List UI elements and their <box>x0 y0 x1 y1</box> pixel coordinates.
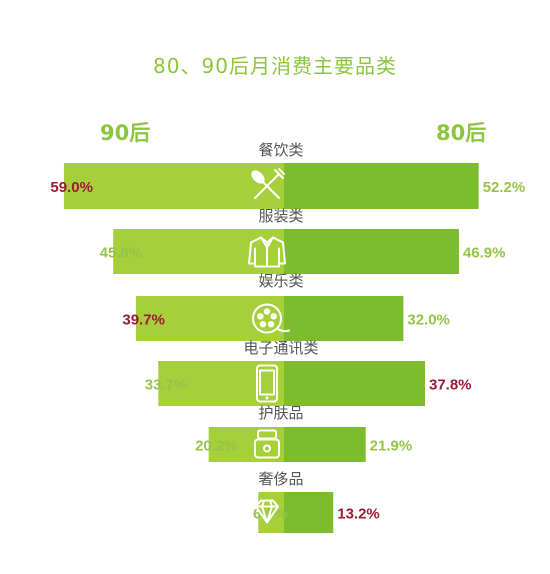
phone-icon <box>256 364 278 403</box>
bar-80s <box>284 361 425 406</box>
value-label-90s: 59.0% <box>50 179 93 196</box>
value-label-80s: 13.2% <box>337 506 380 523</box>
bar-80s <box>284 229 459 274</box>
fork-knife-icon <box>251 168 285 199</box>
bar-80s <box>284 427 366 462</box>
value-label-90s: 45.8% <box>100 245 143 262</box>
shirt-icon <box>248 236 286 268</box>
series-label-90s: 90后 <box>100 121 151 145</box>
value-label-90s: 20.2% <box>195 438 238 455</box>
category-label: 护肤品 <box>258 404 303 422</box>
bar-80s <box>284 163 479 209</box>
cream-jar-icon <box>254 429 280 459</box>
value-label-80s: 52.2% <box>483 179 526 196</box>
bar-90s <box>63 163 285 209</box>
bar-80s <box>284 296 404 341</box>
value-label-90s: 39.7% <box>122 312 165 329</box>
value-label-80s: 32.0% <box>407 312 450 329</box>
category-label: 娱乐类 <box>258 272 303 290</box>
value-label-80s: 46.9% <box>463 245 506 262</box>
diamond-icon <box>255 499 279 524</box>
category-label: 服装类 <box>258 207 303 225</box>
bar-90s <box>208 427 284 462</box>
value-label-90s: 33.7% <box>145 377 188 394</box>
series-label-80s: 80后 <box>436 121 487 145</box>
category-label: 餐饮类 <box>258 141 303 159</box>
value-label-80s: 37.8% <box>429 377 472 394</box>
value-label-80s: 21.9% <box>370 438 413 455</box>
category-label: 奢侈品 <box>258 470 303 488</box>
bar-90s <box>158 361 284 406</box>
film-reel-icon <box>252 303 290 334</box>
chart-title: 80、90后月消费主要品类 <box>153 54 397 78</box>
bar-80s <box>284 492 334 533</box>
category-label: 电子通讯类 <box>243 339 318 357</box>
